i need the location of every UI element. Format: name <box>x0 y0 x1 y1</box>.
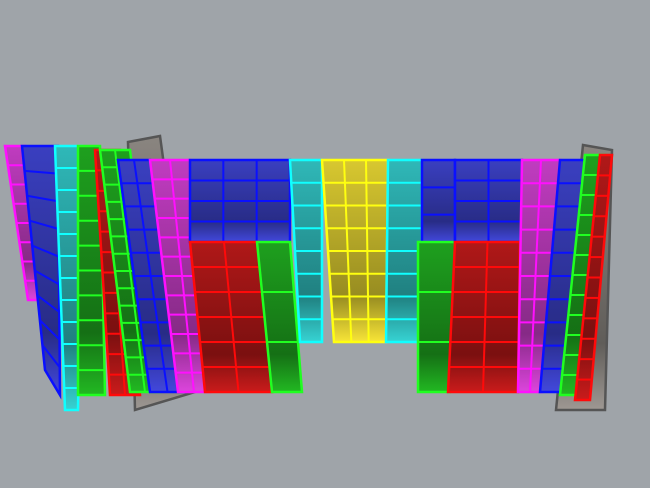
blue-panel-strip <box>20 144 62 400</box>
panel-joint-horizontal <box>39 319 61 341</box>
cyan-panel-strip <box>288 158 324 344</box>
panel-joint-horizontal <box>31 244 60 258</box>
panel-joint-vertical <box>133 159 169 393</box>
red-panel-strip <box>446 240 522 394</box>
blue-panel-strip <box>188 158 292 244</box>
panel-joint-vertical <box>482 241 489 393</box>
green-panel-strip <box>255 240 304 394</box>
magenta-panel-strip <box>516 158 562 394</box>
panel-joint-horizontal <box>34 269 60 286</box>
red-panel-strip <box>573 153 614 402</box>
panel-joint-horizontal <box>29 219 59 230</box>
yellow-panel-strip <box>320 158 390 344</box>
panel-joint-horizontal <box>36 294 60 313</box>
panel-joint-vertical <box>343 159 353 343</box>
panel-joint-vertical <box>114 149 146 393</box>
panel-joint-horizontal <box>26 194 59 203</box>
panel-joint-vertical <box>169 159 195 393</box>
blue-panel-strip <box>420 158 457 244</box>
cyan-panel-strip <box>384 158 424 344</box>
blue-panel-strip <box>453 158 524 244</box>
panel-joint-horizontal <box>24 169 59 175</box>
panel-joint-vertical <box>529 159 542 393</box>
panel-joint-vertical <box>365 159 370 343</box>
red-panel-strip <box>188 240 274 394</box>
panel-surface <box>420 158 457 244</box>
panel-joint-vertical <box>223 241 240 393</box>
panel-joint-horizontal <box>41 344 61 368</box>
